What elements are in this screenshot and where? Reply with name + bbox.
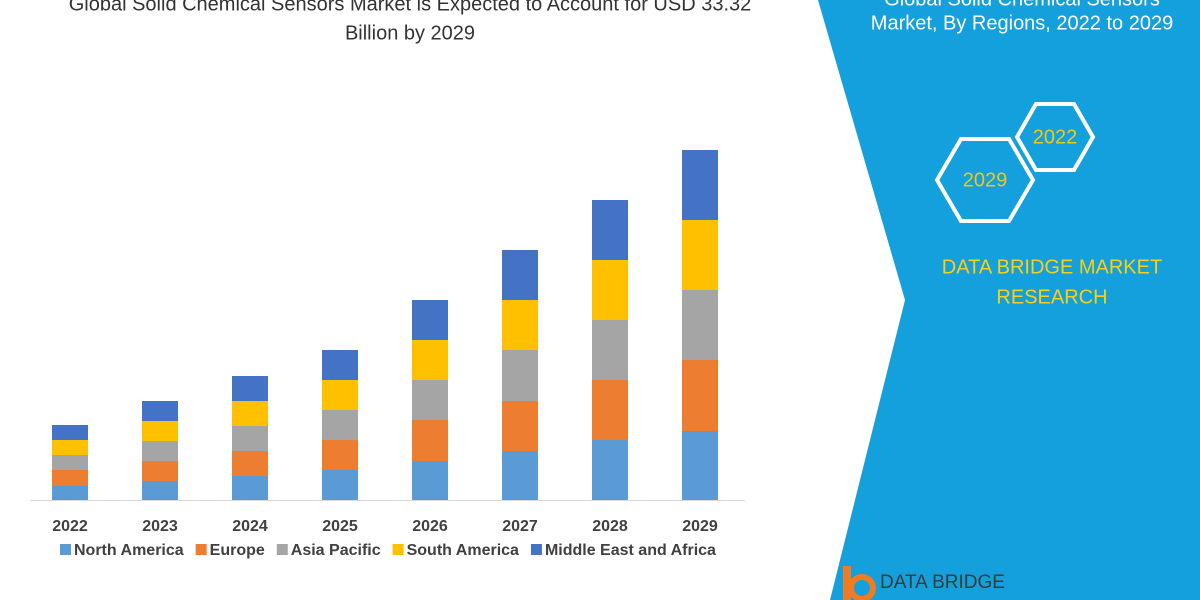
bar-segment	[232, 426, 268, 451]
legend-label: South America	[407, 542, 519, 559]
logo-icon	[843, 566, 851, 600]
bar-segment	[682, 360, 718, 431]
bar-segment	[142, 441, 178, 461]
legend-swatch	[530, 544, 542, 555]
bar-segment	[682, 150, 718, 220]
bar-segment	[412, 340, 448, 380]
legend-swatch	[195, 544, 207, 555]
bar-segment	[592, 440, 628, 500]
logo-icon	[848, 574, 876, 600]
bar-segment	[592, 260, 628, 320]
bar-segment	[232, 451, 268, 476]
bar-segment	[412, 380, 448, 420]
bar-segment	[502, 451, 538, 500]
bar-segment	[232, 401, 268, 426]
side-title: Market, By Regions, 2022 to 2029	[871, 12, 1173, 34]
bar-segment	[52, 440, 88, 455]
bar-segment	[592, 320, 628, 380]
bar-segment	[142, 481, 178, 500]
bar-segment	[322, 440, 358, 470]
bar-segment	[682, 431, 718, 500]
legend-label: Middle East and Africa	[545, 542, 716, 559]
bar-segment	[52, 470, 88, 486]
bar-segment	[502, 401, 538, 451]
bar-segment	[592, 380, 628, 440]
bar-segment	[502, 350, 538, 401]
logo-text: DATA BRIDGE	[880, 572, 1005, 593]
hexagon-label: 2029	[963, 169, 1008, 191]
bar-segment	[142, 401, 178, 421]
hexagon	[1014, 102, 1096, 172]
brand-text: DATA BRIDGE MARKET	[942, 256, 1162, 278]
bar-segment	[502, 300, 538, 350]
x-tick-label: 2025	[322, 518, 358, 535]
bar-segment	[592, 200, 628, 260]
bar-segment	[322, 470, 358, 500]
legend-swatch	[276, 544, 288, 555]
bar-segment	[502, 250, 538, 300]
bar-segment	[412, 300, 448, 340]
bar-segment	[52, 455, 88, 470]
bar-segment	[52, 486, 88, 500]
x-tick-label: 2023	[142, 518, 178, 535]
x-tick-label: 2028	[592, 518, 628, 535]
side-panel	[818, 0, 1200, 600]
x-tick-label: 2024	[232, 518, 268, 535]
brand-text: RESEARCH	[996, 286, 1107, 308]
bar-segment	[322, 380, 358, 410]
bar-segment	[412, 420, 448, 461]
bar-segment	[682, 220, 718, 290]
bar-segment	[322, 350, 358, 380]
logo: DATA BRIDGE	[843, 566, 1005, 600]
x-tick-label: 2026	[412, 518, 448, 535]
bar-segment	[142, 461, 178, 481]
legend-swatch	[392, 544, 404, 555]
bar-segment	[52, 425, 88, 440]
bar-segment	[322, 410, 358, 440]
bar-segment	[232, 476, 268, 500]
bar-segment	[142, 421, 178, 441]
hexagon	[934, 137, 1036, 223]
side-title: Global Solid Chemical Sensors	[884, 0, 1160, 10]
legend-label: North America	[74, 542, 184, 559]
legend-label: Europe	[210, 542, 265, 559]
legend-swatch	[60, 544, 71, 555]
bar-segment	[412, 461, 448, 500]
chart-title: Billion by 2029	[345, 22, 475, 44]
x-tick-label: 2022	[52, 518, 88, 535]
legend-label: Asia Pacific	[291, 542, 381, 559]
bar-segment	[232, 376, 268, 401]
x-tick-label: 2027	[502, 518, 538, 535]
x-tick-label: 2029	[682, 518, 718, 535]
chart-title: Global Solid Chemical Sensors Market is …	[69, 0, 752, 15]
hexagon-label: 2022	[1033, 126, 1078, 148]
bar-segment	[682, 290, 718, 360]
